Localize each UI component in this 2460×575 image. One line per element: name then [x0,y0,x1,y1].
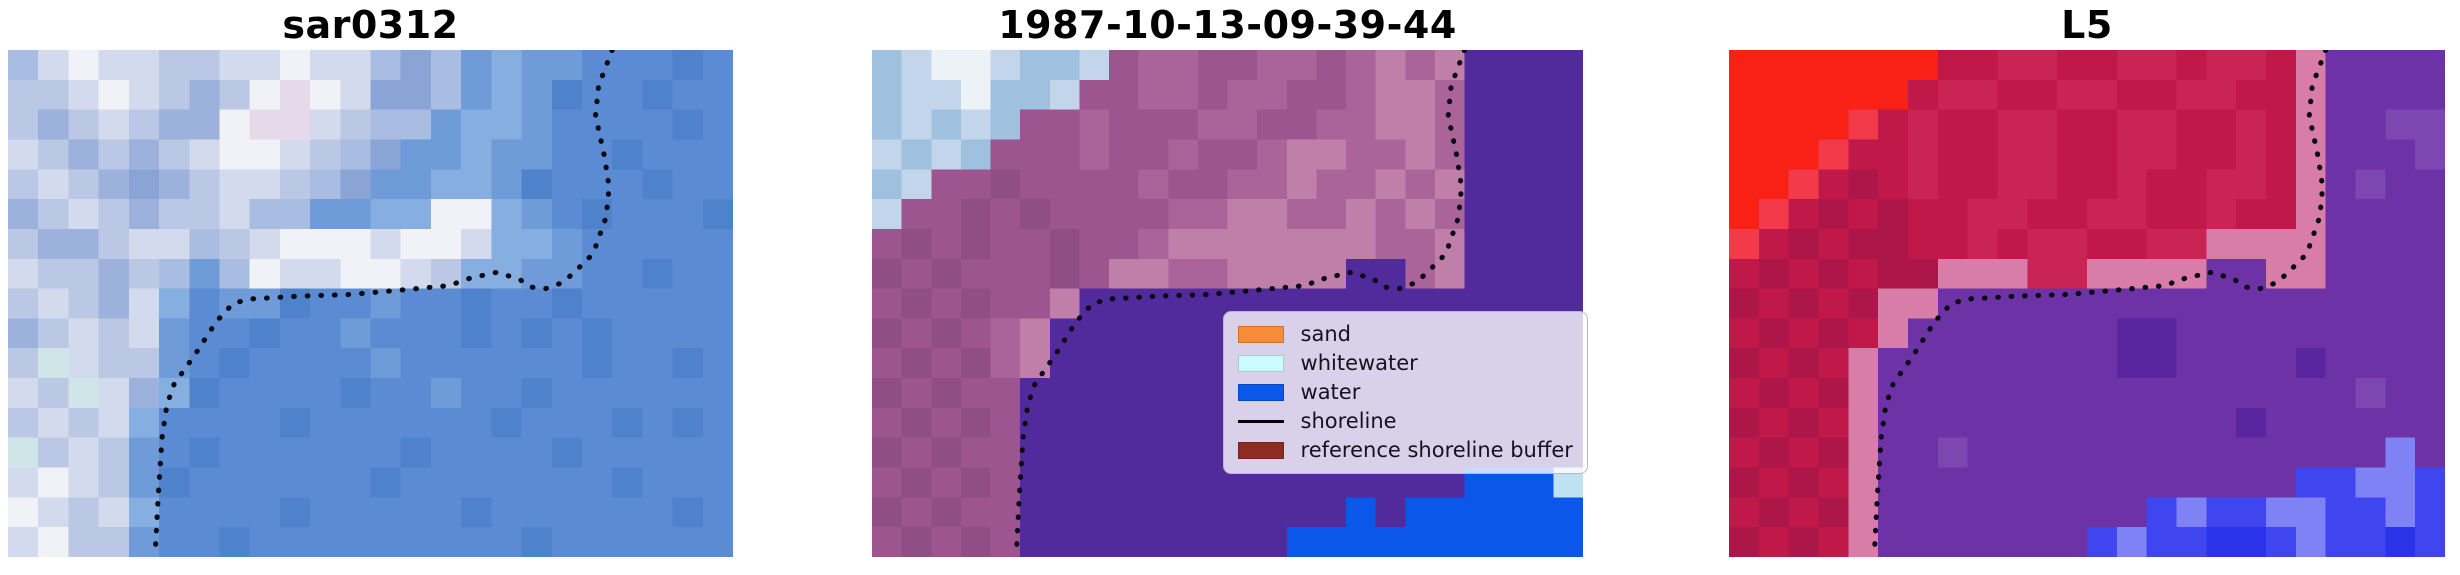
whitewater-swatch-icon [1237,354,1284,372]
sand-swatch-icon [1237,325,1284,343]
panel-image: sand whitewater water shoreline reference sh… [872,50,1588,557]
legend-item-reference-shoreline-buffer: reference shoreline buffer [1237,437,1573,463]
legend-item-whitewater: whitewater [1237,350,1573,376]
panel-title: 1987-10-13-09-39-44 [998,3,1457,47]
satellite-image [1729,50,2445,557]
pixel-grid [1729,50,2445,557]
shoreline-path [1013,50,1468,557]
panel-1987-10-13-09-39-44: 1987-10-13-09-39-44 sand whitewater water sh… [872,0,1588,575]
satellite-image [8,50,733,557]
legend-label: shoreline [1300,408,1397,433]
pixel-grid [8,50,733,557]
panel-title: sar0312 [282,3,459,47]
legend-item-sand: sand [1237,321,1573,347]
satellite-image [872,50,1583,557]
shoreline-path [1871,50,2329,557]
legend-label: reference shoreline buffer [1300,437,1573,462]
legend-item-water: water [1237,379,1573,405]
legend: sand whitewater water shoreline reference sh… [1222,310,1588,474]
water-swatch-icon [1237,383,1284,401]
shoreline-path [152,50,615,557]
panel-L5: L5 [1729,0,2445,575]
panel-image [1729,50,2445,557]
legend-label: sand [1300,321,1351,346]
panel-title: L5 [2061,3,2113,47]
panel-sar0312: sar0312 [8,0,733,575]
legend-label: whitewater [1300,350,1418,375]
panel-image [8,50,733,557]
legend-label: water [1300,379,1361,404]
shoreline-line-swatch-icon [1237,419,1284,423]
reference-shoreline-buffer-swatch-icon [1237,441,1284,459]
legend-item-shoreline: shoreline [1237,408,1573,434]
pixel-grid [872,50,1583,557]
